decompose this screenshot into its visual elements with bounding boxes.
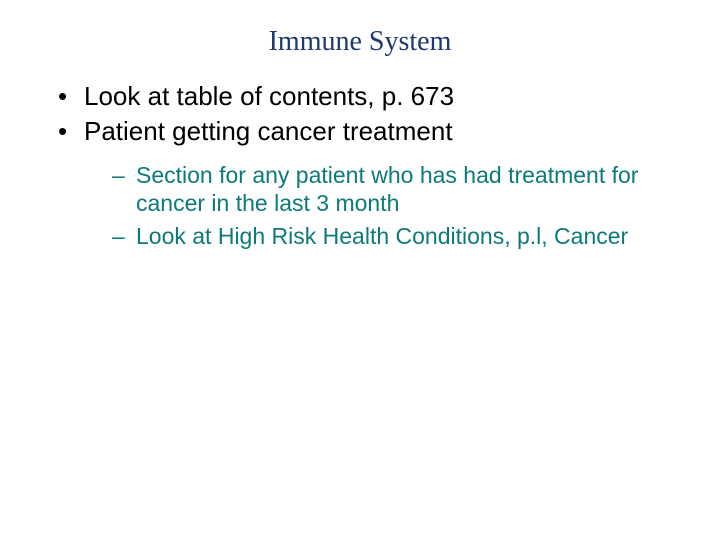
bullet-item: Look at table of contents, p. 673 bbox=[58, 80, 680, 113]
sub-bullet-item: Section for any patient who has had trea… bbox=[112, 161, 680, 219]
sub-bullet-item: Look at High Risk Health Conditions, p.l… bbox=[112, 222, 680, 251]
slide-title: Immune System bbox=[40, 26, 680, 58]
bullet-text: Patient getting cancer treatment bbox=[84, 116, 453, 146]
bullet-text: Look at table of contents, p. 673 bbox=[84, 81, 454, 111]
bullet-item: Patient getting cancer treatment Section… bbox=[58, 115, 680, 251]
main-bullet-list: Look at table of contents, p. 673 Patien… bbox=[40, 80, 680, 251]
sub-bullet-list: Section for any patient who has had trea… bbox=[84, 161, 680, 251]
sub-bullet-text: Look at High Risk Health Conditions, p.l… bbox=[136, 223, 628, 249]
sub-bullet-text: Section for any patient who has had trea… bbox=[136, 162, 638, 217]
